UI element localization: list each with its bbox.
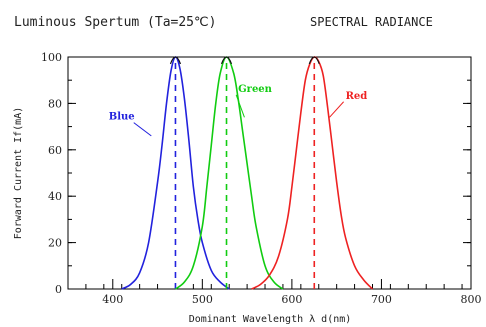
- peak-cap: [308, 56, 320, 65]
- y-tick-label: 60: [48, 144, 62, 157]
- axis-tick-labels: 400 500 600 700 800 0 20 40 60 80 100: [41, 51, 482, 306]
- series-layer: [121, 56, 374, 290]
- x-tick-label: 800: [461, 293, 482, 306]
- series-label-red: Red: [346, 91, 368, 102]
- series-label-green: Green: [238, 84, 273, 95]
- series-line-green: [174, 56, 284, 290]
- axis-ticks: [67, 56, 472, 290]
- x-tick-label: 400: [102, 293, 123, 306]
- x-axis-label: Dominant Wavelength λ d(nm): [189, 314, 352, 325]
- series-label-blue: Blue: [109, 112, 135, 123]
- y-tick-label: 80: [48, 97, 62, 110]
- leader-line-green: [235, 94, 245, 118]
- x-tick-label: 700: [371, 293, 392, 306]
- series-line-blue: [121, 56, 230, 290]
- y-tick-label: 20: [48, 237, 62, 250]
- chart-subtitle: SPECTRAL RADIANCE: [310, 15, 433, 29]
- x-tick-label: 600: [281, 293, 302, 306]
- peak-cap: [169, 56, 182, 65]
- y-tick-label: 40: [48, 190, 62, 203]
- series-labels: Blue Green Red: [109, 84, 368, 137]
- leader-line-red: [329, 101, 344, 118]
- x-tick-label: 500: [192, 293, 213, 306]
- leader-line-blue: [133, 122, 152, 137]
- chart-title: Luminous Spertum (Ta=25℃): [14, 15, 216, 30]
- peak-cap: [220, 56, 233, 65]
- y-axis-label: Forward Current If(mA): [13, 107, 24, 239]
- y-tick-label: 100: [41, 51, 62, 64]
- y-tick-label: 0: [55, 283, 62, 296]
